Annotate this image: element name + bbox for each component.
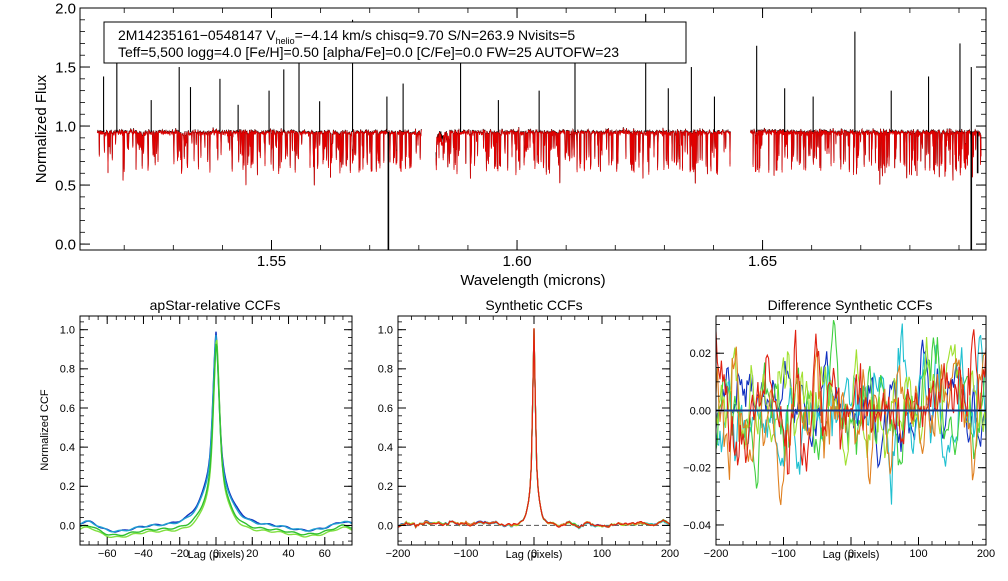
y-tick-label: 0.8 [378, 364, 393, 376]
spectrum-panel: 1.55 1.60 1.65 0.0 0.5 1.0 1.5 2.0 Wavelength (… [33, 0, 987, 289]
difference-ccf-panel: Difference Synthetic CCFs −200 −100 0 100 20… [683, 297, 995, 561]
y-tick-label: 0.6 [60, 403, 75, 415]
model-spectrum-segment [96, 127, 422, 186]
y-tick-label: 0.6 [378, 403, 393, 415]
info-box: 2M14235161−0548147 Vhelio=−4.14 km/s chi… [103, 21, 687, 64]
synthetic-ccf-title: Synthetic CCFs [485, 297, 582, 313]
y-tick-label: 0.00 [690, 405, 711, 417]
y-tick-label: 0.2 [60, 481, 75, 493]
y-tick-label: 0.4 [60, 442, 75, 454]
y-tick-label: 0.2 [378, 481, 393, 493]
y-tick-label: 0.5 [55, 177, 76, 194]
y-tick-label: 0.0 [55, 236, 76, 253]
x-tick-label: 200 [661, 548, 679, 560]
ccf-line-2 [80, 334, 352, 533]
difference-ccf-x-label: Lag (pixels) [823, 549, 880, 561]
ccf-line-1 [80, 331, 352, 533]
info-box-line2: Teff=5,500 logg=4.0 [Fe/H]=0.50 [alpha/F… [118, 44, 619, 60]
synthetic-ccf-line-6 [398, 328, 670, 529]
info-box-frame [103, 21, 687, 64]
x-tick-label: −200 [704, 548, 729, 560]
observed-spectrum-segment [435, 126, 731, 184]
y-tick-label: −0.02 [683, 463, 711, 475]
x-tick-label: −60 [98, 548, 117, 560]
difference-ccf-title: Difference Synthetic CCFs [768, 297, 933, 313]
x-tick-label: 100 [909, 548, 927, 560]
y-tick-label: 0.4 [378, 442, 393, 454]
x-tick-label: 60 [319, 548, 331, 560]
x-tick-label: 0 [213, 548, 219, 560]
x-tick-label: 1.65 [748, 253, 777, 270]
x-tick-label: −20 [170, 548, 189, 560]
x-tick-label: 20 [246, 548, 258, 560]
x-tick-label: −200 [386, 548, 411, 560]
y-tick-label: 1.0 [378, 325, 393, 337]
model-spectrum-segment [435, 127, 731, 184]
info-vhelio-subscript: helio [276, 36, 295, 46]
x-tick-label: −100 [454, 548, 479, 560]
y-tick-label: 0.8 [60, 364, 75, 376]
apstar-ccf-x-label: Lag (pixels) [188, 549, 245, 561]
ccf-line-4 [80, 343, 352, 537]
x-tick-label: 1.55 [257, 253, 286, 270]
x-tick-label: 1.60 [502, 253, 531, 270]
y-tick-label: 1.0 [55, 118, 76, 135]
y-tick-label: 0.0 [378, 520, 393, 532]
synthetic-ccf-x-label: Lag (pixels) [506, 549, 563, 561]
x-tick-label: 100 [593, 548, 611, 560]
ccf-line-3 [80, 339, 352, 538]
difference-ccf-line-2 [716, 323, 986, 505]
y-tick-label: 2.0 [55, 0, 76, 17]
spectrum-y-label: Normalized Flux [33, 74, 50, 183]
x-tick-label: 0 [531, 548, 537, 560]
info-stats: =−4.14 km/s chisq=9.70 S/N=263.9 Nvisits… [295, 27, 576, 43]
apstar-ccf-title: apStar-relative CCFs [150, 297, 281, 313]
model-spectrum-segment [750, 128, 982, 185]
y-tick-label: 0.02 [690, 348, 711, 360]
y-tick-label: 1.0 [60, 325, 75, 337]
y-tick-label: 0.0 [60, 520, 75, 532]
y-tick-label: 1.5 [55, 59, 76, 76]
x-tick-label: 200 [977, 548, 995, 560]
x-tick-label: −100 [771, 548, 796, 560]
info-id: 2M14235161−0548147 V [118, 27, 276, 43]
y-tick-label: −0.04 [683, 520, 711, 532]
apstar-ccf-y-label: Normalized CCF [39, 389, 51, 471]
x-tick-label: 0 [848, 548, 854, 560]
apstar-ccf-panel: apStar-relative CCFs −60 −40 −20 0 20 40 60 0.0… [39, 297, 353, 561]
x-tick-label: 40 [282, 548, 294, 560]
spectrum-axes-frame [79, 7, 987, 251]
x-tick-label: −40 [134, 548, 153, 560]
info-box-line1: 2M14235161−0548147 Vhelio=−4.14 km/s chi… [118, 27, 575, 46]
spectrum-x-label: Wavelength (microns) [460, 272, 605, 289]
difference-ccf-line-6 [716, 329, 986, 475]
synthetic-ccf-panel: Synthetic CCFs −200 −100 0 100 200 0.0 0.2 0.4 0… [378, 297, 679, 561]
